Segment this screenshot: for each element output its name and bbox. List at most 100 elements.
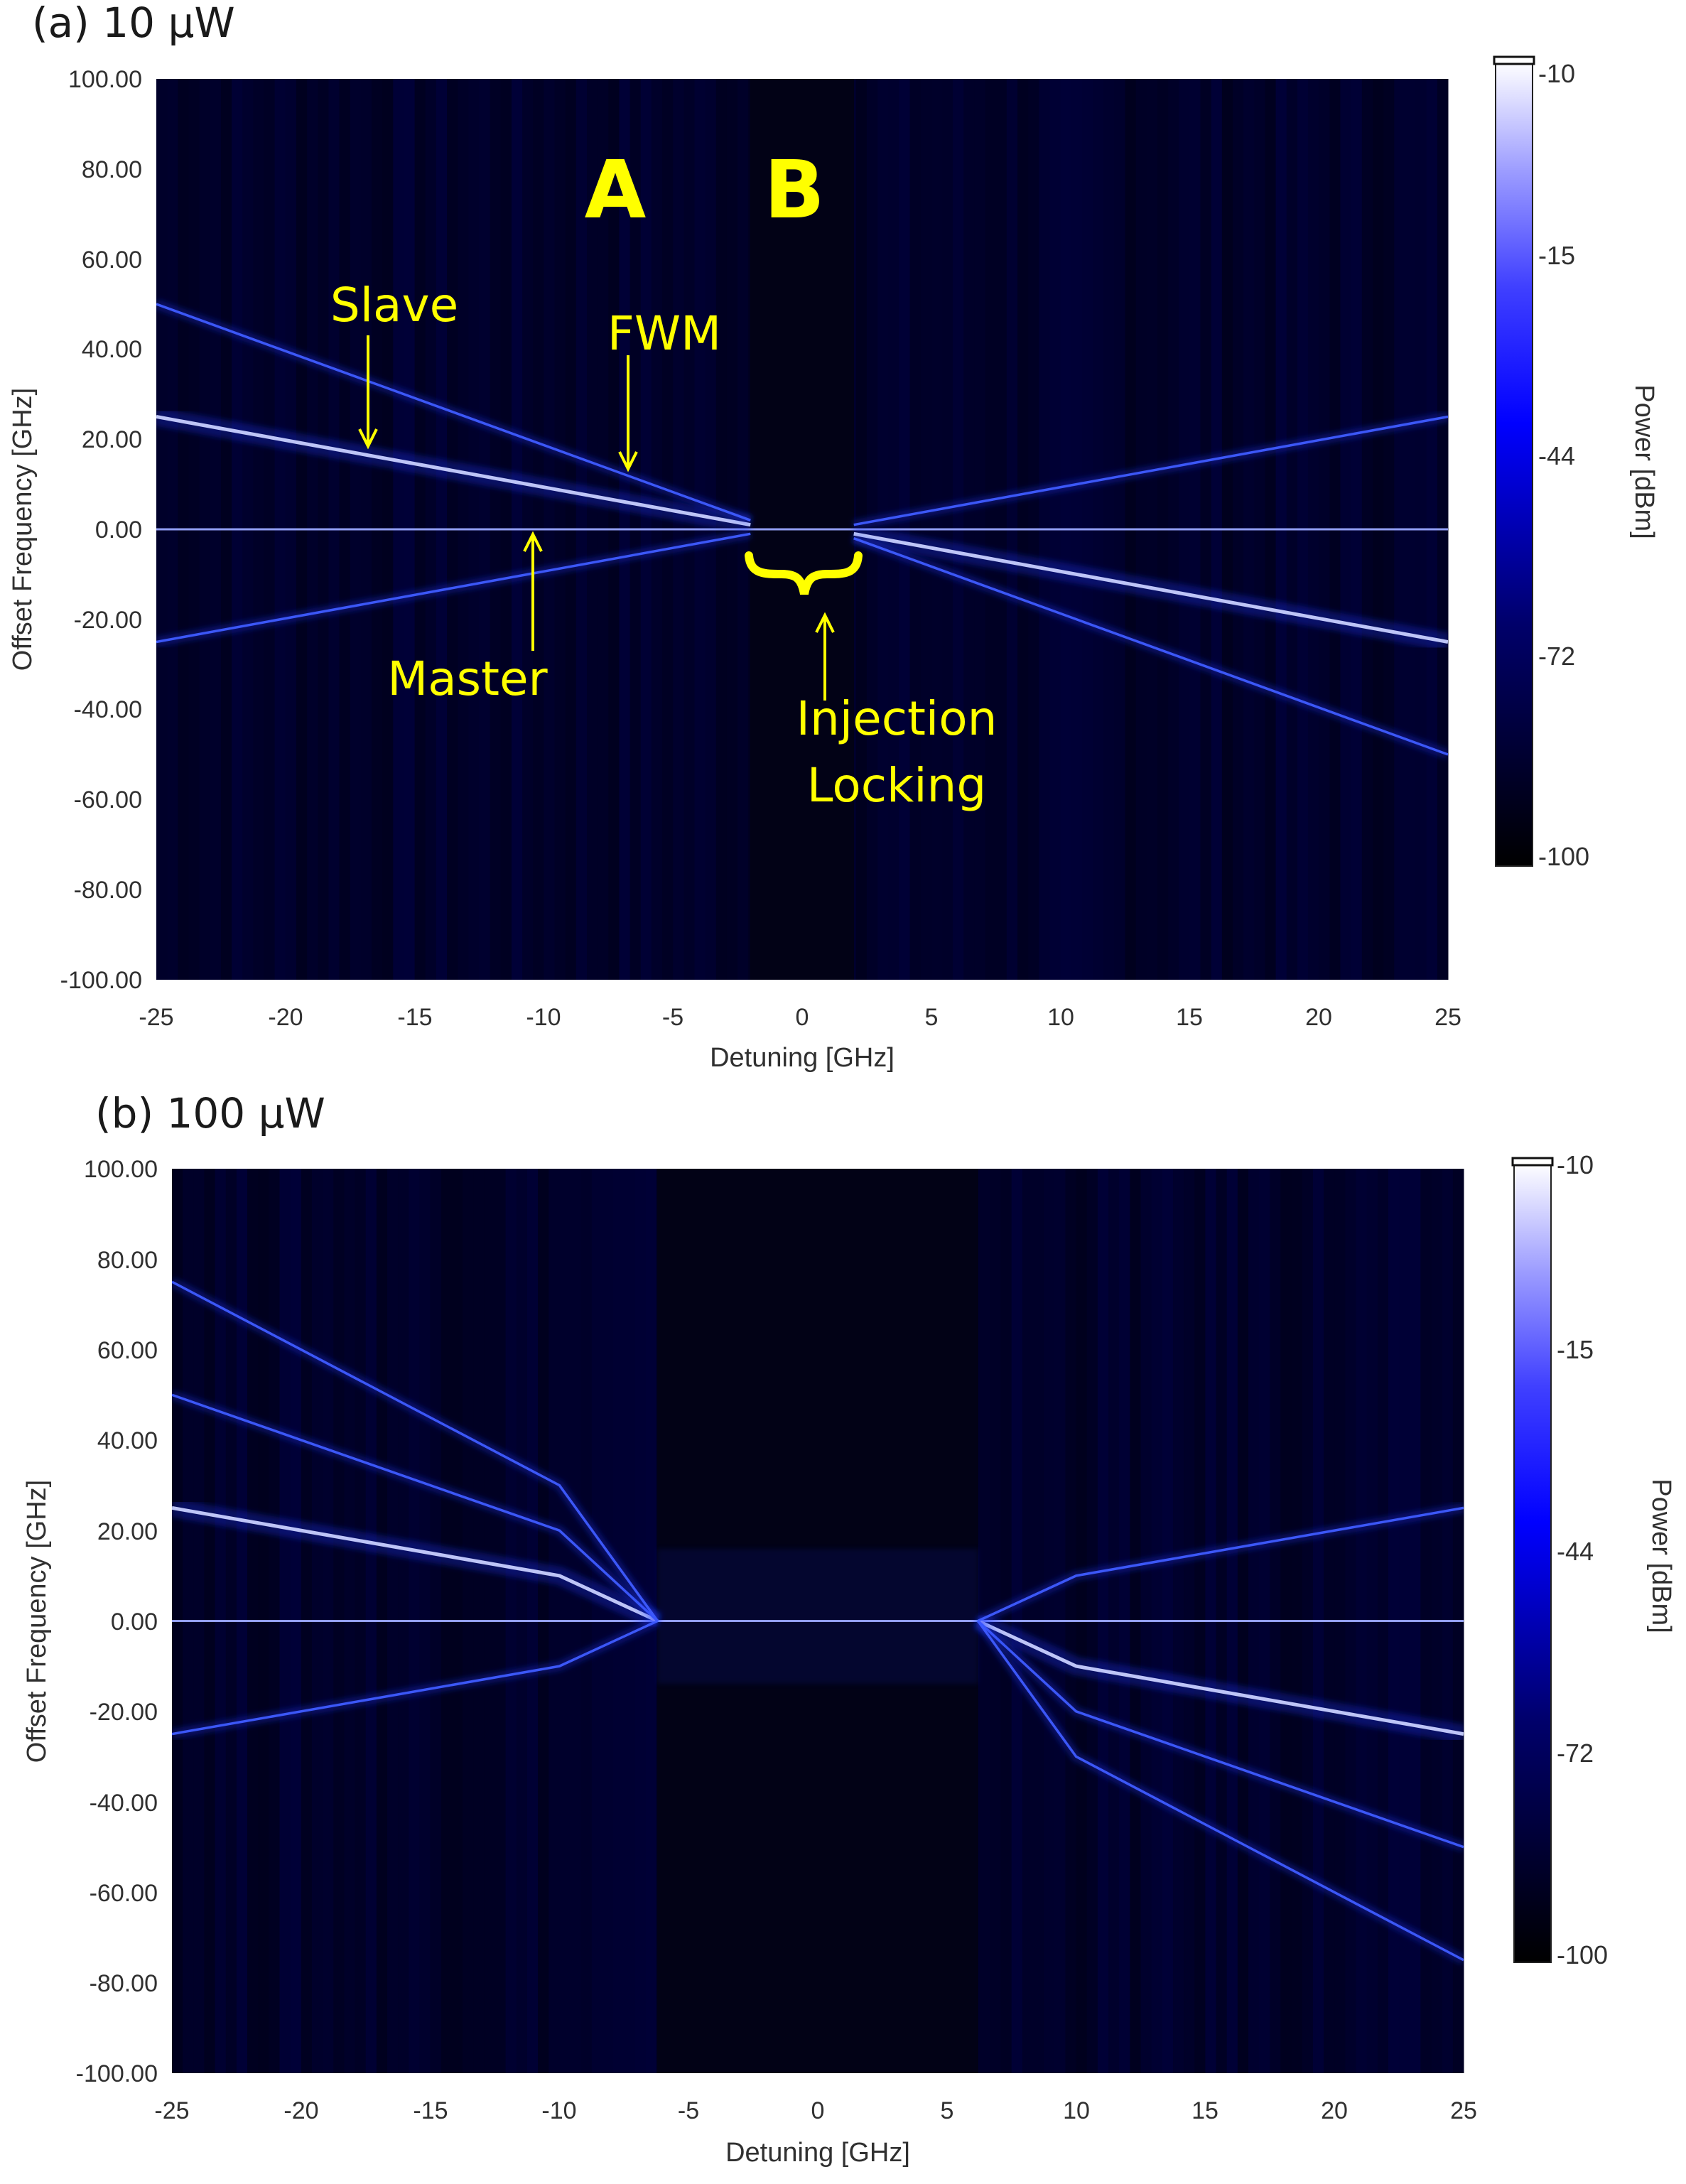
- y-tick-label: 20.00: [82, 426, 142, 453]
- y-tick-label: 100.00: [68, 66, 142, 93]
- y-tick-label: 0.00: [111, 1609, 158, 1636]
- x-tick-label: 20: [1321, 2097, 1348, 2124]
- x-tick-label: 15: [1176, 1004, 1203, 1031]
- x-tick-label: -20: [268, 1004, 303, 1031]
- panel-a-y-axis-label: Offset Frequency [GHz]: [8, 388, 38, 671]
- x-tick-label: 15: [1191, 2097, 1218, 2124]
- series-line-slave: [156, 415, 751, 527]
- y-tick-label: 20.00: [97, 1518, 158, 1545]
- annotation-slave: Slave: [330, 278, 458, 333]
- panel-a-colorbar: -10 -15 -44 -72 -100 Power [dBm]: [1493, 55, 1659, 871]
- arrow-injection-locking: [815, 612, 835, 701]
- x-tick-label: 10: [1063, 2097, 1090, 2124]
- series-line-slave: [853, 531, 1448, 644]
- y-tick-label: -40.00: [74, 696, 142, 723]
- y-tick-label: -80.00: [90, 1970, 158, 1997]
- colorbar-tick: -44: [1557, 1537, 1594, 1566]
- arrow-slave: [358, 335, 378, 450]
- colorbar-cap: [1493, 55, 1535, 65]
- panel-b-x-axis-label: Detuning [GHz]: [725, 2138, 910, 2168]
- panel-a-title: (a) 10 μW: [32, 0, 235, 47]
- panel-b-spectral-lines: [172, 1277, 1464, 1965]
- colorbar-label: Power [dBm]: [1629, 384, 1659, 539]
- series-line: [172, 1505, 659, 1623]
- colorbar-tick: -44: [1538, 441, 1575, 470]
- colorbar-cap: [1511, 1157, 1554, 1167]
- y-tick-label: -20.00: [90, 1699, 158, 1726]
- x-tick-label: 0: [796, 1004, 809, 1031]
- colorbar-gradient: [1513, 1162, 1552, 1963]
- annotation-master: Master: [387, 652, 548, 706]
- y-tick-label: 60.00: [97, 1337, 158, 1364]
- series-line: [156, 532, 751, 644]
- x-tick-label: -25: [139, 1004, 173, 1031]
- colorbar-tick: -10: [1538, 59, 1575, 88]
- colorbar-tick: -15: [1557, 1335, 1594, 1364]
- x-tick-label: -10: [541, 2097, 576, 2124]
- series-line: [172, 1280, 659, 1622]
- annotation-injection: Injection: [796, 691, 998, 746]
- panel-b-colorbar: -10 -15 -44 -72 -100 Power [dBm]: [1511, 1150, 1676, 1969]
- brace-locking-range: [745, 551, 863, 595]
- y-tick-label: 80.00: [82, 156, 142, 183]
- panel-b-y-axis: 100.00 80.00 60.00 40.00 20.00 0.00 -20.…: [22, 1156, 158, 2087]
- colorbar-tick: -100: [1557, 1940, 1608, 1969]
- panel-b-title: (b) 100 μW: [95, 1089, 325, 1137]
- series-line: [977, 1620, 1464, 1962]
- x-tick-label: 5: [925, 1004, 939, 1031]
- y-tick-label: -60.00: [74, 786, 142, 813]
- x-tick-label: -15: [413, 2097, 448, 2124]
- y-tick-label: 40.00: [97, 1427, 158, 1454]
- series-line: [977, 1619, 1464, 1736]
- y-tick-label: -100.00: [60, 967, 142, 994]
- series-line: [853, 415, 1448, 526]
- colorbar-tick: -72: [1557, 1739, 1594, 1768]
- colorbar-tick: -10: [1557, 1150, 1594, 1179]
- series-line: [977, 1620, 1464, 1849]
- panel-b: (b) 100 μW 100.00 80.00 60.00 40.00 20.0…: [22, 1089, 1676, 2168]
- x-tick-label: -10: [526, 1004, 561, 1031]
- x-tick-label: -25: [154, 2097, 189, 2124]
- y-tick-label: -40.00: [90, 1790, 158, 1817]
- annotation-region-b: B: [764, 144, 824, 237]
- colorbar-label: Power [dBm]: [1646, 1478, 1676, 1633]
- x-tick-label: -15: [397, 1004, 432, 1031]
- annotation-fwm: FWM: [607, 306, 721, 361]
- colorbar-tick: -100: [1538, 842, 1589, 871]
- panel-b-heatmap: [172, 1169, 1464, 2073]
- series-line-fwm: [853, 537, 1448, 756]
- x-tick-label: 5: [941, 2097, 954, 2124]
- x-tick-label: 20: [1305, 1004, 1332, 1031]
- colorbar-tick: -72: [1538, 642, 1575, 671]
- x-tick-label: 0: [811, 2097, 825, 2124]
- colorbar-tick: -15: [1538, 241, 1575, 270]
- panel-a-y-axis: 100.00 80.00 60.00 40.00 20.00 0.00 -20.…: [8, 66, 142, 994]
- y-tick-label: 80.00: [97, 1247, 158, 1274]
- x-tick-label: -5: [678, 2097, 699, 2124]
- x-tick-label: 10: [1047, 1004, 1074, 1031]
- annotation-region-a: A: [585, 144, 647, 237]
- y-tick-label: 40.00: [82, 336, 142, 363]
- x-tick-label: 25: [1434, 1004, 1461, 1031]
- x-tick-label: 25: [1450, 2097, 1477, 2124]
- panel-a: (a) 10 μW 100.00 80.00 60.00 40.00 20.00…: [8, 0, 1659, 1073]
- x-tick-label: -20: [283, 2097, 318, 2124]
- y-tick-label: 0.00: [95, 517, 142, 544]
- series-line: [172, 1619, 659, 1736]
- series-line-fwm: [156, 303, 751, 521]
- y-tick-label: -20.00: [74, 607, 142, 634]
- series-line: [977, 1506, 1464, 1623]
- colorbar-gradient: [1495, 60, 1533, 867]
- annotation-locking: Locking: [807, 758, 987, 813]
- panel-a-x-axis-label: Detuning [GHz]: [710, 1043, 895, 1073]
- y-tick-label: -80.00: [74, 877, 142, 904]
- y-tick-label: -60.00: [90, 1880, 158, 1907]
- series-line: [172, 1393, 659, 1622]
- arrow-master: [523, 531, 543, 651]
- y-tick-label: 60.00: [82, 247, 142, 274]
- panel-b-y-axis-label: Offset Frequency [GHz]: [22, 1480, 52, 1763]
- panel-b-x-axis: -25 -20 -15 -10 -5 0 5 10 15 20 25 Detun…: [154, 2097, 1476, 2168]
- panel-a-heatmap: [156, 79, 1449, 980]
- y-tick-label: 100.00: [84, 1156, 158, 1183]
